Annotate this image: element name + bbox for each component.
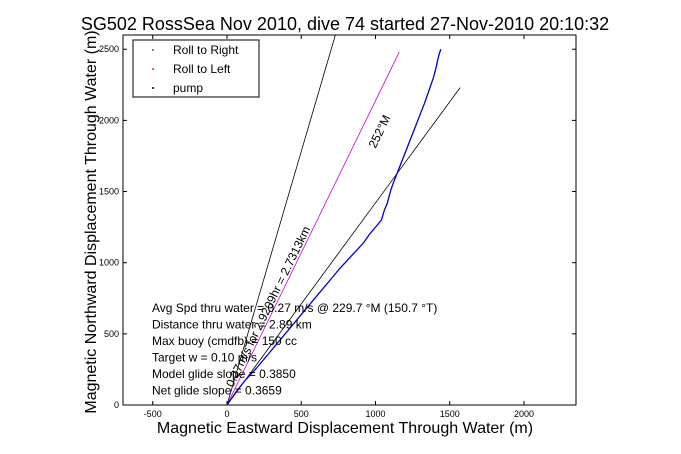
x-tick-label: 0 <box>224 409 229 419</box>
legend-marker-roll-right <box>152 49 154 51</box>
stats-line: Target w = 0.10 m/s <box>152 351 257 365</box>
y-tick-label: 2000 <box>99 115 119 125</box>
reference-lines <box>226 34 461 406</box>
y-tick-label: 2500 <box>99 44 119 54</box>
legend-label-pump: pump <box>173 81 203 95</box>
legend-marker-roll-left <box>152 68 154 70</box>
y-tick-label: 1500 <box>99 187 119 197</box>
stats-block: Avg Spd thru water = 0.27 m/s @ 229.7 °M… <box>152 301 437 398</box>
stats-line: Max buoy (cmdfb) = 150 cc <box>152 334 297 348</box>
legend-label-roll-right: Roll to Right <box>173 43 239 57</box>
y-tick-label: 0 <box>114 400 119 410</box>
stats-line: Distance thru water = 2.89 km <box>152 318 312 332</box>
stats-line: Model glide slope = 0.3850 <box>152 367 296 381</box>
y-axis-ticks: 0 500 1000 1500 2000 2500 <box>99 44 576 410</box>
x-tick-label: 1500 <box>440 409 460 419</box>
course-line-group <box>226 51 400 406</box>
stats-line: Avg Spd thru water = 0.27 m/s @ 229.7 °M… <box>152 301 437 315</box>
x-tick-label: 1000 <box>365 409 385 419</box>
course-line <box>226 51 400 406</box>
chart-title: SG502 RossSea Nov 2010, dive 74 started … <box>81 14 609 34</box>
x-tick-label: 500 <box>294 409 309 419</box>
reference-line <box>226 87 461 406</box>
legend-marker-pump <box>152 87 154 89</box>
x-tick-label: 2000 <box>514 409 534 419</box>
legend: Roll to Right Roll to Left pump <box>132 39 260 98</box>
x-axis-ticks: -500 0 500 1000 1500 2000 <box>144 35 534 419</box>
x-tick-label: -500 <box>144 409 162 419</box>
y-tick-label: 1000 <box>99 258 119 268</box>
series-line-track <box>226 49 442 406</box>
legend-label-roll-left: Roll to Left <box>173 62 231 76</box>
y-axis-label: Magnetic Northward Displacement Through … <box>83 30 100 413</box>
legend-box <box>132 39 260 98</box>
x-axis-label: Magnetic Eastward Displacement Through W… <box>157 420 533 437</box>
series-group <box>226 49 442 406</box>
y-tick-label: 500 <box>104 329 119 339</box>
reference-line <box>226 34 336 406</box>
stats-line: Net glide slope = 0.3659 <box>152 384 282 398</box>
